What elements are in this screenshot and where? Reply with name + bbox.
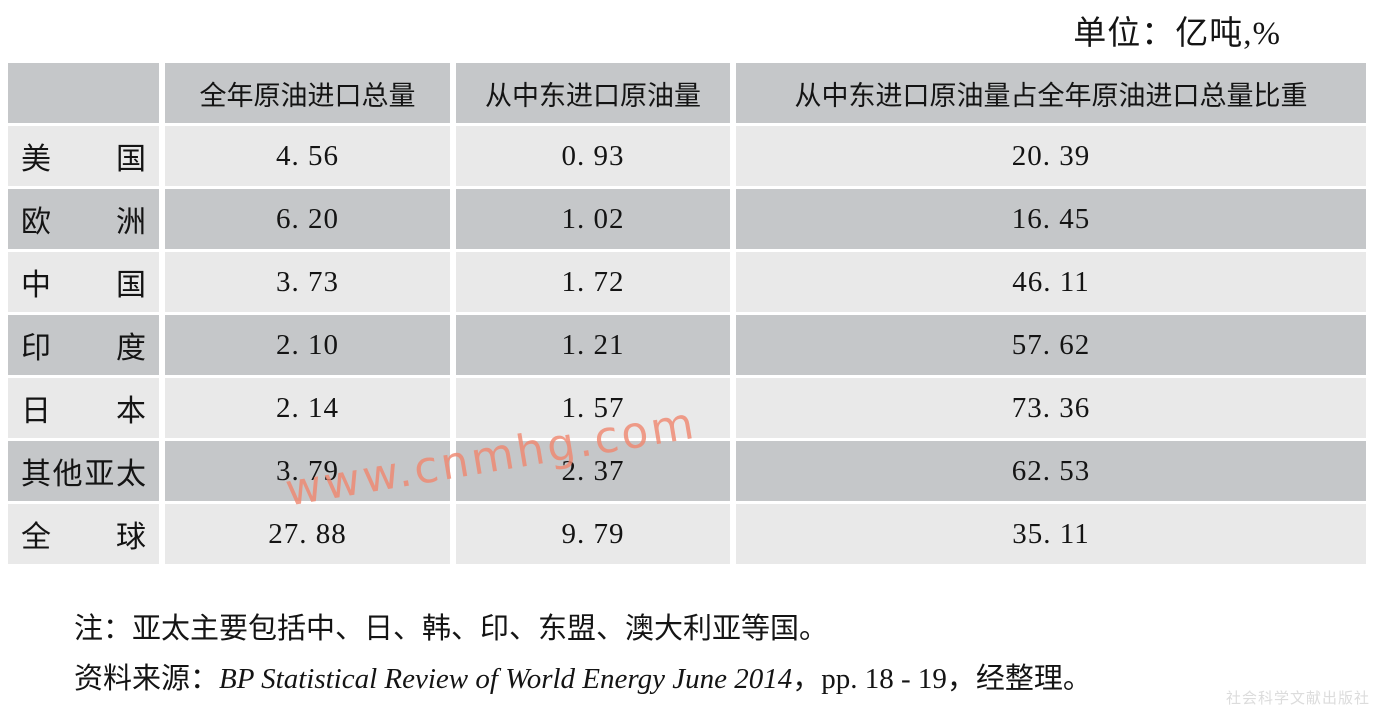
from-middle-east-cell: 1. 72: [456, 252, 730, 312]
region-cell: 美国: [8, 126, 159, 186]
share-cell: 46. 11: [736, 252, 1366, 312]
share-cell: 16. 45: [736, 189, 1366, 249]
share-cell: 62. 53: [736, 441, 1366, 501]
region-cell: 中国: [8, 252, 159, 312]
region-label: 印度: [21, 332, 147, 365]
source-prefix: 资料来源：: [74, 663, 220, 695]
from-middle-east-cell: 2. 37: [456, 441, 730, 501]
region-label: 美国: [21, 143, 147, 176]
from-middle-east-cell: 1. 02: [456, 189, 730, 249]
annual-total-cell: 2. 10: [165, 315, 450, 375]
annual-total-cell: 6. 20: [165, 189, 450, 249]
column-header-region: [8, 63, 159, 123]
region-label: 全球: [21, 521, 147, 554]
region-cell: 欧洲: [8, 189, 159, 249]
region-cell: 印度: [8, 315, 159, 375]
unit-label: 单位：亿吨,%: [1073, 16, 1281, 52]
region-label: 其他亚太: [21, 458, 147, 491]
note-line: 注：亚太主要包括中、日、韩、印、东盟、澳大利亚等国。: [74, 613, 829, 645]
region-label: 欧洲: [21, 206, 147, 239]
region-label: 日本: [21, 395, 147, 428]
annual-total-cell: 4. 56: [165, 126, 450, 186]
annual-total-cell: 3. 79: [165, 441, 450, 501]
column-header-annual-total: 全年原油进口总量: [165, 63, 450, 123]
source-title: BP Statistical Review of World Energy Ju…: [219, 663, 793, 695]
column-header-share: 从中东进口原油量占全年原油进口总量比重: [736, 63, 1366, 123]
footnotes: 注：亚太主要包括中、日、韩、印、东盟、澳大利亚等国。 资料来源：BP Stati…: [74, 604, 1092, 704]
share-cell: 20. 39: [736, 126, 1366, 186]
publisher-watermark: 社会科学文献出版社: [1225, 691, 1370, 707]
source-line: 资料来源：BP Statistical Review of World Ener…: [74, 654, 1092, 704]
from-middle-east-cell: 0. 93: [456, 126, 730, 186]
source-suffix: ，pp. 18 - 19，经整理。: [792, 663, 1092, 695]
from-middle-east-cell: 9. 79: [456, 504, 730, 564]
annual-total-cell: 27. 88: [165, 504, 450, 564]
share-cell: 73. 36: [736, 378, 1366, 438]
from-middle-east-cell: 1. 21: [456, 315, 730, 375]
region-cell: 日本: [8, 378, 159, 438]
region-cell: 其他亚太: [8, 441, 159, 501]
column-header-from-middle-east: 从中东进口原油量: [456, 63, 730, 123]
region-label: 中国: [21, 269, 147, 302]
oil-import-table: 全年原油进口总量 从中东进口原油量 从中东进口原油量占全年原油进口总量比重 美国…: [8, 63, 1366, 564]
annual-total-cell: 3. 73: [165, 252, 450, 312]
annual-total-cell: 2. 14: [165, 378, 450, 438]
region-cell: 全球: [8, 504, 159, 564]
share-cell: 35. 11: [736, 504, 1366, 564]
from-middle-east-cell: 1. 57: [456, 378, 730, 438]
share-cell: 57. 62: [736, 315, 1366, 375]
